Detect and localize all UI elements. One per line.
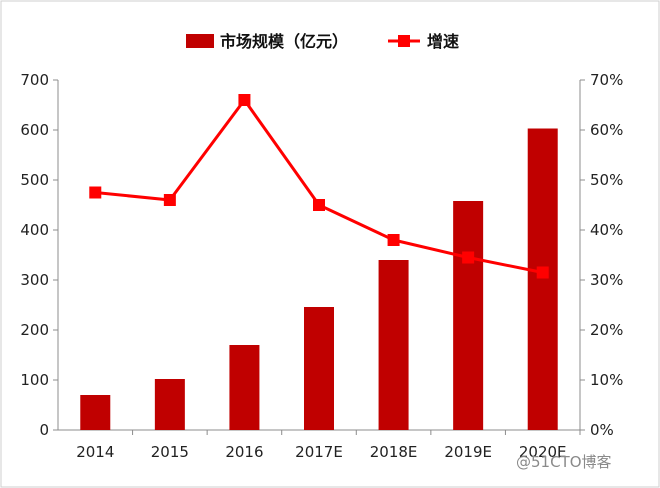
legend: 市场规模（亿元） 增速 xyxy=(186,32,459,51)
growth-point xyxy=(387,234,400,246)
left-tick-label: 700 xyxy=(20,71,49,89)
left-tick-label: 200 xyxy=(20,321,49,339)
left-tick-label: 100 xyxy=(20,371,49,389)
legend-line-label: 增速 xyxy=(427,32,459,51)
x-tick-label: 2014 xyxy=(76,443,114,461)
right-tick-label: 60% xyxy=(590,121,623,139)
left-axis: 0 100 200 300 400 500 600 700 xyxy=(20,71,59,439)
right-tick-label: 20% xyxy=(590,321,623,339)
right-tick-label: 10% xyxy=(590,371,623,389)
growth-point xyxy=(89,186,102,199)
right-tick-label: 70% xyxy=(590,71,623,89)
growth-series xyxy=(89,94,549,279)
growth-point xyxy=(536,266,549,279)
legend-line-marker xyxy=(398,35,410,47)
right-tick-label: 30% xyxy=(590,271,623,289)
x-tick-label: 2019E xyxy=(444,443,492,461)
bar xyxy=(453,201,484,430)
left-tick-label: 600 xyxy=(20,121,49,139)
bar-series xyxy=(80,128,558,430)
growth-point xyxy=(163,194,176,206)
left-tick-label: 400 xyxy=(20,221,49,239)
right-tick-label: 50% xyxy=(590,171,623,189)
right-axis: 0% 10% 20% 30% 40% 50% 60% 70% xyxy=(579,71,623,439)
x-tick-label: 2015 xyxy=(151,443,189,461)
left-tick-label: 500 xyxy=(20,171,49,189)
x-tick-label: 2018E xyxy=(370,443,418,461)
growth-point xyxy=(462,251,475,264)
legend-bar-swatch xyxy=(186,34,214,48)
right-tick-label: 40% xyxy=(590,221,623,239)
bar xyxy=(154,379,185,430)
x-tick-label: 2016 xyxy=(225,443,263,461)
left-tick-label: 300 xyxy=(20,271,49,289)
bar xyxy=(80,395,111,430)
watermark: @51CTO博客 xyxy=(516,453,612,471)
category-axis: 2014 2015 2016 2017E 2018E 2019E 2020E xyxy=(58,429,581,461)
left-tick-label: 0 xyxy=(39,421,49,439)
right-tick-label: 0% xyxy=(590,421,614,439)
bar xyxy=(378,260,409,430)
bar xyxy=(229,345,260,430)
bar xyxy=(304,307,334,430)
bar xyxy=(527,128,558,430)
growth-point xyxy=(238,94,251,106)
growth-point xyxy=(313,199,325,211)
legend-bar-label: 市场规模（亿元） xyxy=(220,32,348,51)
x-tick-label: 2017E xyxy=(295,443,343,461)
x-tick-label: 2020E xyxy=(519,443,567,461)
